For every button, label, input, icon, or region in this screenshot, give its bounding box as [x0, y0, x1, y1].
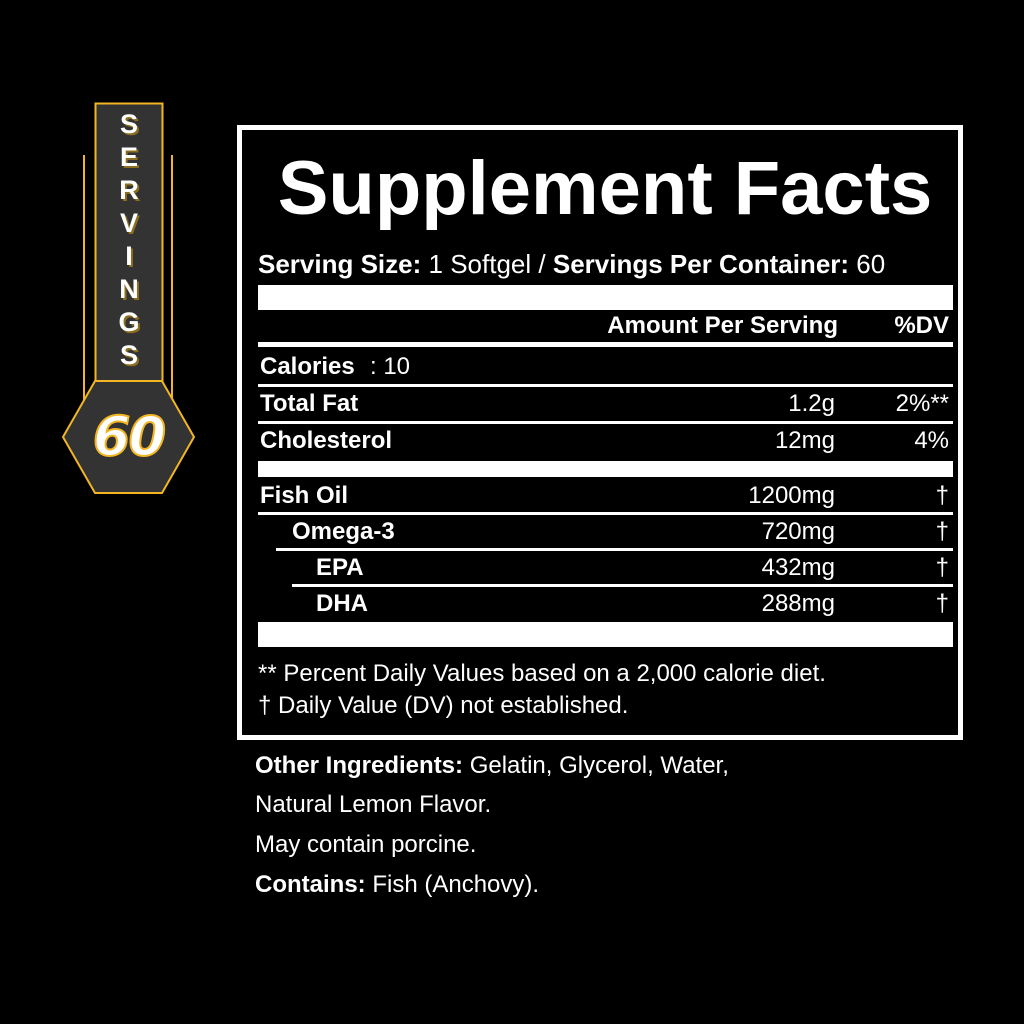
nutrient-name: Omega-3 — [292, 518, 395, 545]
servings-badge-graphic — [61, 102, 196, 494]
nutrient-name: Total Fat — [260, 390, 359, 417]
panel-title: Supplement Facts — [277, 146, 933, 231]
nutrient-name: DHA — [316, 590, 368, 617]
footnote: ** Percent Daily Values based on a 2,000… — [258, 660, 826, 687]
nutrient-row: Fish Oil 1200mg † — [258, 479, 953, 513]
thick-divider — [258, 622, 953, 647]
contains-value: Fish (Anchovy). — [365, 871, 540, 898]
nutrient-row: Total Fat 1.2g 2%** — [258, 387, 953, 421]
nutrient-row: Cholesterol 12mg 4% — [258, 424, 953, 458]
divider — [258, 342, 953, 347]
servings-count: 60 — [92, 404, 167, 469]
divider — [258, 421, 953, 424]
nutrient-row: Omega-3 720mg † — [258, 515, 953, 549]
nutrient-amount: 1200mg — [748, 482, 835, 509]
badge-letter: G — [118, 307, 140, 337]
separator: / — [538, 249, 546, 279]
header-amount: Amount Per Serving — [607, 312, 838, 339]
nutrient-amount: 12mg — [774, 427, 835, 454]
calories-label: Calories — [260, 353, 355, 380]
nutrient-dv: 2%** — [895, 390, 949, 417]
footnote: † Daily Value (DV) not established. — [258, 692, 629, 719]
badge-letter: I — [125, 241, 133, 271]
other-ingredients: Other Ingredients: Gelatin, Glycerol, Wa… — [255, 746, 729, 786]
divider — [258, 512, 953, 515]
nutrient-amount: 720mg — [761, 518, 835, 545]
calories-value: : 10 — [370, 353, 411, 380]
nutrient-amount: 432mg — [761, 554, 835, 581]
nutrient-dv: 4% — [914, 427, 949, 454]
supplement-facts-panel: Supplement Facts Serving Size: 1 Softgel… — [237, 125, 963, 740]
nutrient-dv: † — [935, 590, 949, 617]
nutrient-name: Cholesterol — [260, 427, 393, 454]
thick-divider — [258, 285, 953, 310]
nutrient-name: Fish Oil — [260, 482, 349, 509]
nutrient-name: EPA — [316, 554, 364, 581]
other-ingredients-label: Other Ingredients: — [255, 752, 464, 779]
nutrient-dv: † — [935, 518, 949, 545]
serving-size-value: 1 Softgel — [428, 249, 532, 279]
divider — [292, 584, 953, 587]
porcine-note: May contain porcine. — [255, 831, 477, 858]
serving-size-label: Serving Size: — [258, 249, 422, 279]
calories-row: Calories : 10 — [258, 350, 953, 384]
header-dv: %DV — [894, 312, 949, 339]
servings-badge: S E R V I N G S 60 — [0, 0, 220, 520]
contains-label: Contains: — [255, 871, 366, 898]
divider — [276, 548, 953, 551]
other-ingredients-value: Gelatin, Glycerol, Water, — [463, 752, 729, 779]
badge-letter: R — [119, 175, 139, 205]
other-ingredients-line2: Natural Lemon Flavor. — [255, 791, 492, 818]
servings-value: 60 — [856, 249, 886, 279]
servings-vertical-text: S E R V I N G S — [95, 108, 163, 372]
nutrient-row: DHA 288mg † — [258, 587, 953, 621]
nutrient-dv: † — [935, 554, 949, 581]
servings-label: Servings Per Container: — [552, 249, 850, 279]
badge-letter: E — [119, 142, 138, 172]
badge-letter: S — [119, 109, 138, 139]
header-row: Amount Per Serving %DV — [258, 309, 953, 343]
nutrient-row: EPA 432mg † — [258, 551, 953, 585]
nutrient-amount: 1.2g — [788, 390, 835, 417]
nutrient-amount: 288mg — [761, 590, 835, 617]
serving-info: Serving Size: 1 Softgel / Servings Per C… — [258, 249, 885, 279]
badge-letter: S — [119, 340, 138, 370]
allergen-statement: Contains: Fish (Anchovy). — [255, 865, 539, 905]
divider — [258, 384, 953, 387]
nutrient-dv: † — [935, 482, 949, 509]
badge-letter: V — [119, 208, 138, 238]
badge-letter: N — [119, 274, 139, 304]
thick-divider — [258, 461, 953, 477]
